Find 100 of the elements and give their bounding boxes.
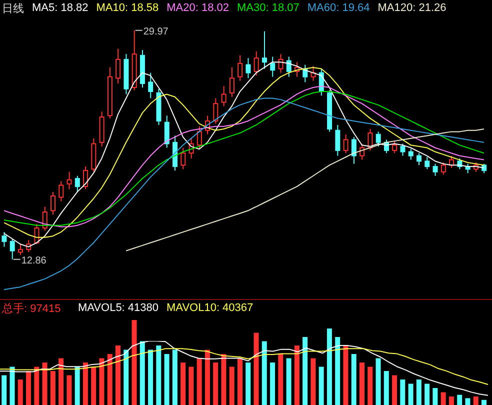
bar xyxy=(148,350,154,405)
candlestick xyxy=(116,48,121,84)
bar xyxy=(326,328,332,405)
bar xyxy=(392,375,398,405)
bar xyxy=(237,358,242,405)
bar xyxy=(132,320,137,405)
bar xyxy=(140,341,145,405)
candlestick xyxy=(270,56,276,78)
bar xyxy=(448,396,454,405)
bar xyxy=(180,362,186,405)
bar xyxy=(58,358,64,405)
candlestick xyxy=(238,54,243,82)
bar xyxy=(74,366,80,405)
bar xyxy=(376,358,381,405)
text: MA20: 18.02 xyxy=(166,2,230,14)
bar xyxy=(82,362,88,405)
candlestick xyxy=(83,166,88,190)
candlestick xyxy=(376,131,381,147)
candlestick xyxy=(262,30,267,70)
bar xyxy=(196,358,202,405)
bar xyxy=(270,362,276,405)
bar xyxy=(50,371,56,405)
bar xyxy=(254,332,259,405)
bar xyxy=(335,337,340,405)
candlestick xyxy=(221,86,226,107)
bar xyxy=(408,384,414,405)
bar xyxy=(221,354,226,405)
candlestick xyxy=(408,148,414,160)
candlestick xyxy=(66,171,72,190)
candlestick xyxy=(432,163,438,176)
bar xyxy=(457,394,462,405)
bar xyxy=(368,366,373,405)
bar xyxy=(278,354,284,405)
annotation: 29.97 xyxy=(143,26,169,38)
bar xyxy=(26,371,32,405)
candlestick xyxy=(18,244,23,256)
candlestick xyxy=(2,232,7,248)
bar xyxy=(66,375,72,405)
bar xyxy=(351,354,356,405)
bar xyxy=(188,366,194,405)
text: MA120: 21.26 xyxy=(378,2,446,14)
bar xyxy=(115,346,120,405)
candlestick xyxy=(416,152,422,166)
chart-title: 日线 xyxy=(2,2,24,16)
candlestick xyxy=(10,238,15,260)
candlestick xyxy=(246,58,251,79)
candlestick xyxy=(400,143,406,156)
annotation: 12.86 xyxy=(21,255,47,266)
candlestick xyxy=(278,54,284,74)
bar xyxy=(91,366,96,405)
text: MA10: 18.58 xyxy=(96,2,159,14)
candlestick xyxy=(164,115,170,148)
text: MAVOL10: 40367 xyxy=(166,302,254,314)
bar xyxy=(318,366,324,405)
bar xyxy=(124,350,129,405)
candlestick xyxy=(74,175,80,192)
bar xyxy=(465,398,470,405)
candlestick xyxy=(286,56,292,78)
candlestick xyxy=(368,128,373,151)
candlestick xyxy=(351,136,356,164)
bar xyxy=(286,358,292,405)
bar xyxy=(172,350,178,405)
candlestick xyxy=(343,134,348,154)
candlestick xyxy=(180,147,186,170)
candlestick xyxy=(50,191,56,216)
bar xyxy=(424,384,430,405)
bar xyxy=(310,358,316,405)
bar xyxy=(481,400,486,405)
bar xyxy=(42,362,48,405)
bar xyxy=(246,362,251,405)
bar xyxy=(262,341,267,405)
text: MA5: 18.82 xyxy=(32,2,88,14)
candlestick xyxy=(58,180,64,202)
candlestick xyxy=(229,66,234,98)
bar xyxy=(432,388,438,405)
bar xyxy=(343,346,348,405)
bar xyxy=(229,366,234,405)
candlestick xyxy=(335,124,340,156)
bar xyxy=(164,354,170,405)
candlestick xyxy=(392,140,398,154)
text: MA30: 18.07 xyxy=(237,2,300,14)
bar xyxy=(440,392,446,405)
text: MA60: 19.64 xyxy=(307,2,370,14)
bar xyxy=(473,396,478,405)
candlestick xyxy=(254,50,259,76)
bar xyxy=(10,366,15,405)
bar xyxy=(156,346,162,405)
bar xyxy=(107,354,112,405)
candlestick xyxy=(196,126,202,150)
bar xyxy=(384,371,389,405)
candlestick xyxy=(34,224,40,245)
candlestick xyxy=(213,98,218,124)
bar xyxy=(204,350,210,405)
bar xyxy=(302,337,308,405)
candlestick xyxy=(424,156,430,170)
text: MAVOL5: 41380 xyxy=(78,302,159,314)
candlestick xyxy=(440,162,446,176)
bar xyxy=(2,375,7,405)
bar xyxy=(416,380,422,405)
bar xyxy=(400,380,406,405)
